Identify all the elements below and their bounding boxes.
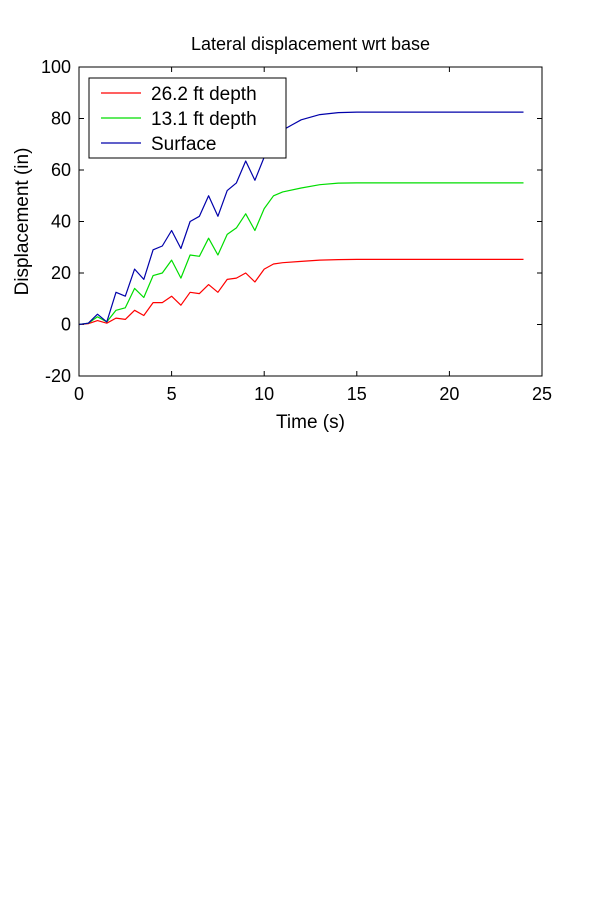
chart-title: Lateral displacement wrt base: [191, 34, 430, 54]
x-tick-label: 25: [532, 384, 552, 404]
legend-label: Surface: [151, 134, 216, 155]
x-tick-label: 10: [254, 384, 274, 404]
legend-label: 26.2 ft depth: [151, 84, 257, 105]
x-axis-label: Time (s): [276, 412, 345, 433]
y-tick-label: 60: [51, 160, 71, 180]
series-line-1: [78, 258, 524, 326]
y-tick-label: 40: [51, 212, 71, 232]
series-lines: [78, 111, 524, 326]
x-tick-label: 5: [167, 384, 177, 404]
series-line-3: [78, 111, 524, 326]
series-line-2: [78, 182, 524, 326]
y-tick-label: 100: [41, 57, 71, 77]
legend: 26.2 ft depth 13.1 ft depth Surface: [88, 77, 287, 159]
plot-frame: [78, 66, 543, 377]
y-tick-label: 80: [51, 109, 71, 129]
x-tick-label: 15: [347, 384, 367, 404]
x-tick-label: 0: [74, 384, 84, 404]
x-tick-label: 20: [439, 384, 459, 404]
y-tick-label: 0: [61, 315, 71, 335]
legend-label: 13.1 ft depth: [151, 109, 257, 130]
y-tick-label: 20: [51, 263, 71, 283]
y-tick-label: -20: [45, 366, 71, 386]
y-axis-label: Displacement (in): [12, 148, 33, 296]
